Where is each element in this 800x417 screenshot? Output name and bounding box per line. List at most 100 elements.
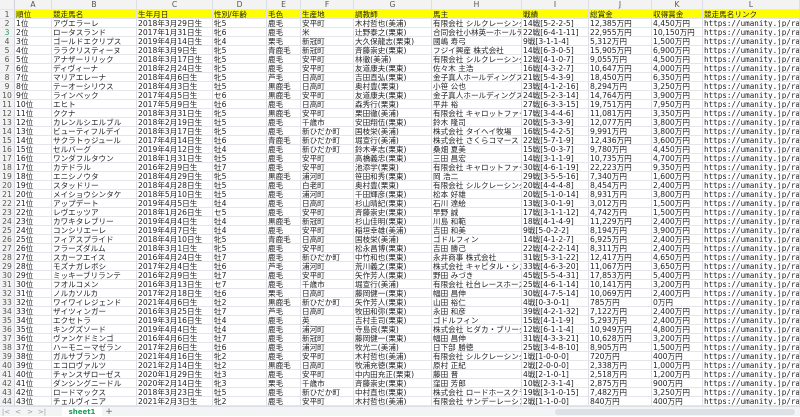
- cell-d[interactable]: 牡6: [213, 289, 267, 298]
- cell-j[interactable]: 8,194万円: [589, 226, 652, 235]
- row-header[interactable]: 27: [0, 244, 15, 253]
- cell-f[interactable]: 白老町: [301, 181, 354, 190]
- cell-e[interactable]: 鹿毛: [267, 325, 301, 334]
- cell-b[interactable]: メイショウシンタケ: [52, 190, 137, 199]
- cell-i[interactable]: 15戦[5-0-3-7]: [522, 145, 589, 154]
- cell-a[interactable]: 20位: [15, 190, 52, 199]
- cell-b[interactable]: ダンシングニードル: [52, 379, 137, 388]
- cell-i[interactable]: 33戦[4-6-3-20]: [522, 262, 589, 271]
- row-header[interactable]: 12: [0, 109, 15, 118]
- cell-j[interactable]: 15,905万円: [589, 46, 652, 55]
- cell-d[interactable]: 牡4: [213, 217, 267, 226]
- cell-l[interactable]: https://umanity.jp/raced: [703, 226, 800, 235]
- cell-g[interactable]: 堀宣行(美浦): [354, 136, 432, 145]
- cell-f[interactable]: 安平町: [301, 154, 354, 163]
- cell-g[interactable]: 吉村圭司(栗東): [354, 316, 432, 325]
- cell-d[interactable]: 牡4: [213, 145, 267, 154]
- header-cell-b[interactable]: 競走馬名: [52, 10, 137, 19]
- cell-b[interactable]: フィアスプライド: [52, 235, 137, 244]
- cell-d[interactable]: 牝5: [213, 127, 267, 136]
- cell-i[interactable]: 15戦[4-1-1-9]: [522, 316, 589, 325]
- cell-e[interactable]: 鹿毛: [267, 244, 301, 253]
- cell-f[interactable]: 米: [301, 28, 354, 37]
- cell-l[interactable]: https://umanity.jp/raced: [703, 208, 800, 217]
- cell-b[interactable]: スタッドリー: [52, 181, 137, 190]
- cell-j[interactable]: 12,436万円: [589, 136, 652, 145]
- cell-l[interactable]: https://umanity.jp/raced: [703, 136, 800, 145]
- cell-b[interactable]: ワイワイレジェンド: [52, 298, 137, 307]
- row-header[interactable]: 19: [0, 172, 15, 181]
- cell-e[interactable]: 鹿毛: [267, 100, 301, 109]
- cell-d[interactable]: 牡7: [213, 271, 267, 280]
- cell-j[interactable]: 8,454万円: [589, 181, 652, 190]
- cell-b[interactable]: ノルカソルカ: [52, 289, 137, 298]
- cell-f[interactable]: 安平町: [301, 244, 354, 253]
- cell-l[interactable]: https://umanity.jp/raced: [703, 46, 800, 55]
- cell-j[interactable]: 11,067万円: [589, 262, 652, 271]
- cell-l[interactable]: https://umanity.jp/raced: [703, 109, 800, 118]
- cell-g[interactable]: 牧光二(美浦): [354, 343, 432, 352]
- cell-d[interactable]: 牝5: [213, 55, 267, 64]
- cell-l[interactable]: https://umanity.jp/raced: [703, 334, 800, 343]
- cell-a[interactable]: 5位: [15, 55, 52, 64]
- column-header-d[interactable]: D: [213, 0, 267, 10]
- cell-e[interactable]: 黒鹿毛: [267, 91, 301, 100]
- first-sheet-button[interactable]: |<: [1, 407, 11, 416]
- cell-b[interactable]: ハーモニーマゼラン: [52, 343, 137, 352]
- cell-b[interactable]: セルバーグ: [52, 145, 137, 154]
- cell-k[interactable]: 7,950万円: [652, 100, 703, 109]
- cell-c[interactable]: 2019年4月4日生: [137, 217, 213, 226]
- cell-c[interactable]: 2016年3月13日生: [137, 280, 213, 289]
- cell-j[interactable]: 8,931万円: [589, 190, 652, 199]
- cell-b[interactable]: ゴールドエクリプス: [52, 37, 137, 46]
- cell-j[interactable]: 9,055万円: [589, 55, 652, 64]
- cell-a[interactable]: 13位: [15, 127, 52, 136]
- cell-g[interactable]: 藤岡健一(栗東): [354, 289, 432, 298]
- cell-e[interactable]: 鹿毛: [267, 163, 301, 172]
- cell-d[interactable]: 牡5: [213, 154, 267, 163]
- cell-d[interactable]: 牝5: [213, 235, 267, 244]
- cell-l[interactable]: https://umanity.jp/raced: [703, 118, 800, 127]
- cell-k[interactable]: 1,500万円: [652, 37, 703, 46]
- cell-d[interactable]: 牝4: [213, 37, 267, 46]
- cell-c[interactable]: 2018年3月1日生: [137, 244, 213, 253]
- cell-k[interactable]: 4,450万円: [652, 19, 703, 28]
- cell-e[interactable]: 青鹿毛: [267, 136, 301, 145]
- cell-e[interactable]: 鹿毛: [267, 280, 301, 289]
- cell-j[interactable]: 10,647万円: [589, 64, 652, 73]
- cell-k[interactable]: 1,500万円: [652, 199, 703, 208]
- row-header[interactable]: 33: [0, 298, 15, 307]
- cell-h[interactable]: 株式会社 ロードホースクラブ: [432, 388, 522, 397]
- cell-k[interactable]: 9,350万円: [652, 163, 703, 172]
- cell-k[interactable]: 4,650万円: [652, 253, 703, 262]
- cell-l[interactable]: https://umanity.jp/raced: [703, 280, 800, 289]
- cell-b[interactable]: ララクリスティーヌ: [52, 46, 137, 55]
- cell-k[interactable]: 3,350万円: [652, 109, 703, 118]
- cell-j[interactable]: 7,122万円: [589, 307, 652, 316]
- cell-h[interactable]: 株式会社 さくらコマース: [432, 136, 522, 145]
- cell-k[interactable]: 1,600万円: [652, 172, 703, 181]
- cell-l[interactable]: https://umanity.jp/raced: [703, 316, 800, 325]
- cell-c[interactable]: 2018年5月10日生: [137, 190, 213, 199]
- cell-i[interactable]: 20戦[5-1-0-14]: [522, 190, 589, 199]
- cell-e[interactable]: 鹿毛: [267, 127, 301, 136]
- cell-g[interactable]: 杉山晴紀(栗東): [354, 199, 432, 208]
- cell-j[interactable]: 6,925万円: [589, 235, 652, 244]
- cell-g[interactable]: 奥村豊(栗東): [354, 82, 432, 91]
- last-sheet-button[interactable]: >|: [37, 407, 47, 416]
- cell-c[interactable]: 2017年1月31日生: [137, 28, 213, 37]
- cell-e[interactable]: 黒鹿毛: [267, 109, 301, 118]
- cell-b[interactable]: ビューティフルデイ: [52, 127, 137, 136]
- cell-g[interactable]: 笹田和秀(栗東): [354, 172, 432, 181]
- cell-k[interactable]: 3,200万円: [652, 280, 703, 289]
- cell-a[interactable]: 42位: [15, 388, 52, 397]
- cell-d[interactable]: 牝2: [213, 352, 267, 361]
- cell-e[interactable]: 鹿毛: [267, 226, 301, 235]
- cell-i[interactable]: 14戦[3-1-1-9]: [522, 154, 589, 163]
- cell-i[interactable]: 9戦[5-0-2-2]: [522, 226, 589, 235]
- cell-f[interactable]: 安平町: [301, 19, 354, 28]
- cell-h[interactable]: 日下部 勝徳: [432, 343, 522, 352]
- cell-f[interactable]: 安平町: [301, 397, 354, 406]
- cell-f[interactable]: 安平町: [301, 226, 354, 235]
- cell-a[interactable]: 38位: [15, 352, 52, 361]
